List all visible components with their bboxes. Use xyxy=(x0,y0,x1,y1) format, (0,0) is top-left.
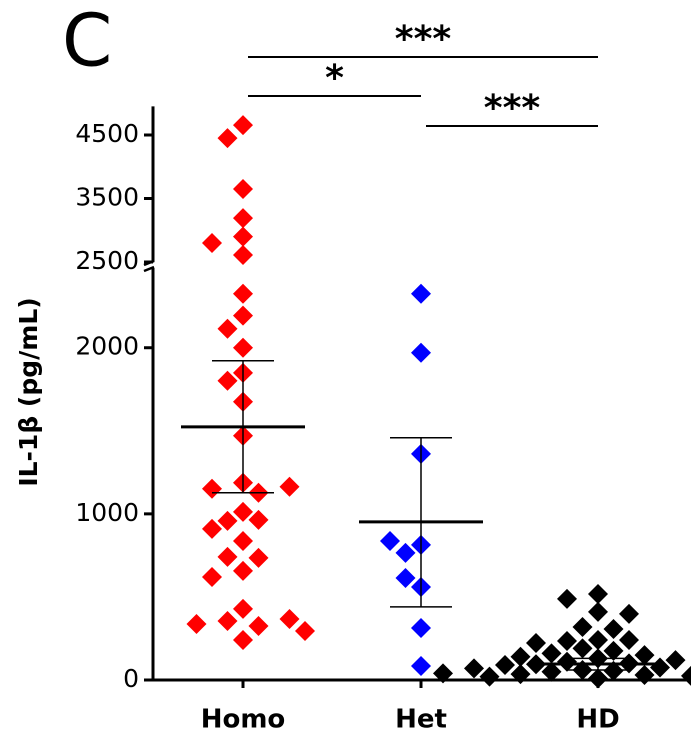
data-point xyxy=(233,226,253,247)
data-point xyxy=(395,567,416,588)
data-point xyxy=(650,657,670,678)
data-point xyxy=(411,656,431,677)
data-point xyxy=(233,560,253,581)
data-point xyxy=(619,603,639,624)
data-point xyxy=(526,632,546,653)
data-point xyxy=(665,650,686,671)
data-point xyxy=(603,660,624,681)
y-tick-label: 1000 xyxy=(75,498,139,527)
data-point xyxy=(588,629,608,650)
y-tick-label: 3500 xyxy=(75,183,139,212)
data-point xyxy=(233,305,253,326)
chart-title: C xyxy=(62,0,112,83)
data-point xyxy=(233,208,253,229)
data-point xyxy=(510,646,531,667)
data-point xyxy=(588,583,608,604)
data-point xyxy=(588,601,608,622)
data-point xyxy=(248,547,269,568)
data-point xyxy=(233,598,253,619)
data-point xyxy=(233,245,253,266)
y-axis-label: IL-1β (pg/mL) xyxy=(14,297,43,486)
data-point xyxy=(619,629,639,650)
significance-label: * xyxy=(325,58,344,99)
x-tick-label: HD xyxy=(576,705,619,735)
data-point xyxy=(572,638,593,659)
data-point xyxy=(557,588,577,609)
data-point xyxy=(380,530,400,551)
y-tick-label: 4500 xyxy=(75,119,139,148)
data-point xyxy=(233,629,253,650)
data-point xyxy=(588,668,608,689)
data-point xyxy=(541,643,562,664)
data-point xyxy=(557,651,577,672)
data-point xyxy=(395,542,416,563)
data-point xyxy=(295,620,315,641)
data-point xyxy=(233,115,253,136)
data-point xyxy=(681,665,691,686)
significance-label: *** xyxy=(395,19,452,60)
data-point xyxy=(233,530,253,551)
data-point xyxy=(233,501,253,522)
data-point xyxy=(603,640,624,661)
significance-label: *** xyxy=(484,88,541,129)
y-tick-label: 2000 xyxy=(75,332,139,361)
data-point xyxy=(217,546,238,567)
data-point xyxy=(464,658,484,679)
data-point xyxy=(510,664,531,685)
data-point xyxy=(557,630,577,651)
data-point xyxy=(541,661,562,682)
data-point xyxy=(603,618,624,639)
data-point xyxy=(634,645,655,666)
data-point xyxy=(279,476,300,497)
x-tick-label: Het xyxy=(395,705,447,735)
data-point xyxy=(217,128,238,149)
axis-break xyxy=(143,265,155,273)
data-point xyxy=(217,510,238,531)
y-tick-label: 2500 xyxy=(75,246,139,275)
data-point xyxy=(495,655,515,676)
data-point xyxy=(479,666,500,687)
y-tick-label: 0 xyxy=(123,664,139,693)
data-point xyxy=(202,478,222,499)
data-point xyxy=(248,509,269,530)
data-point xyxy=(202,232,222,253)
data-point xyxy=(634,665,655,686)
x-tick-label: Homo xyxy=(201,705,286,735)
data-point xyxy=(233,337,253,358)
data-point xyxy=(279,609,300,630)
data-point xyxy=(186,614,207,635)
data-point xyxy=(233,283,253,304)
data-point xyxy=(202,567,222,587)
data-point xyxy=(572,617,593,638)
data-point xyxy=(217,370,238,391)
data-point xyxy=(411,283,431,304)
data-point xyxy=(248,616,269,637)
data-point xyxy=(411,618,431,639)
data-point xyxy=(411,342,431,363)
data-point xyxy=(217,318,238,339)
data-point xyxy=(433,663,453,684)
data-point xyxy=(233,178,253,199)
data-point xyxy=(202,518,222,539)
data-point xyxy=(217,611,238,632)
